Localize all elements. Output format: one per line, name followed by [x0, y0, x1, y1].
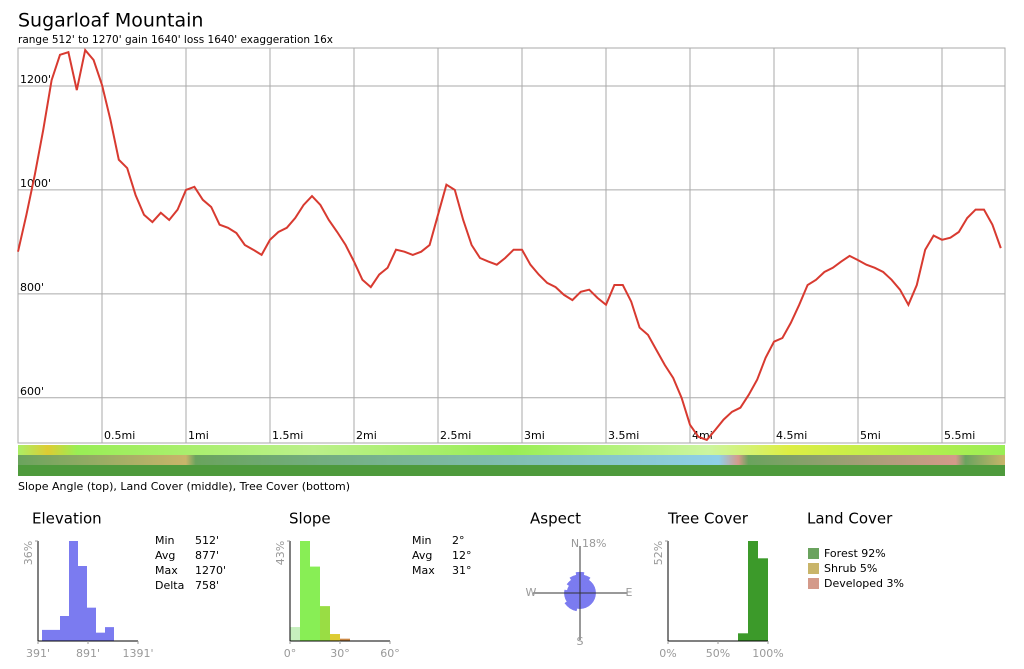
- x-tick-label: 50%: [706, 647, 730, 660]
- x-tick-label: 2.5mi: [440, 429, 471, 442]
- subtitle: range 512' to 1270' gain 1640' loss 1640…: [18, 34, 333, 46]
- x-tick-label: 5.5mi: [944, 429, 975, 442]
- aspect-wedge: [564, 592, 581, 609]
- stat-value: 758': [195, 579, 219, 592]
- stat-value: 1270': [195, 564, 226, 577]
- stat-name: Max: [412, 564, 435, 577]
- legend-swatch: [808, 563, 819, 574]
- x-tick-label: 1391': [122, 647, 153, 660]
- histogram-bar: [748, 541, 758, 641]
- stat-value: 12°: [452, 549, 472, 562]
- stat-value: 877': [195, 549, 219, 562]
- histogram-bar: [320, 606, 330, 641]
- stat-name: Max: [155, 564, 178, 577]
- stat-name: Avg: [155, 549, 175, 562]
- panel-title: Land Cover: [807, 510, 893, 528]
- x-tick-label: 0°: [284, 647, 297, 660]
- histogram-bar: [78, 566, 87, 641]
- x-tick-label: 0.5mi: [104, 429, 135, 442]
- stat-name: Min: [155, 534, 175, 547]
- x-tick-label: 1mi: [188, 429, 209, 442]
- legend-label: Shrub 5%: [824, 562, 877, 575]
- legend-label: Developed 3%: [824, 577, 904, 590]
- histogram-bar: [51, 629, 60, 641]
- histogram-bar: [340, 638, 350, 641]
- histogram-bar: [290, 627, 300, 641]
- y-tick-label: 1000': [20, 177, 51, 190]
- x-tick-label: 391': [26, 647, 50, 660]
- x-tick-label: 100%: [752, 647, 783, 660]
- stat-name: Min: [412, 534, 432, 547]
- histogram-bar: [105, 627, 114, 641]
- radius-label: 18%: [582, 537, 606, 550]
- histogram-bar: [42, 629, 51, 641]
- y-tick-label: 800': [20, 281, 44, 294]
- title: Sugarloaf Mountain: [18, 10, 203, 32]
- legend-swatch: [808, 578, 819, 589]
- slope-band: [18, 445, 1005, 455]
- x-tick-label: 4.5mi: [776, 429, 807, 442]
- tree-cover-band: [18, 465, 1005, 476]
- stat-value: 512': [195, 534, 219, 547]
- direction-label: N: [571, 537, 579, 550]
- stat-value: 31°: [452, 564, 472, 577]
- band-caption: Slope Angle (top), Land Cover (middle), …: [18, 480, 350, 493]
- aspect-wedge: [579, 574, 591, 594]
- panel-title: Tree Cover: [667, 510, 749, 528]
- y-tick-label: 43%: [274, 541, 287, 565]
- direction-label: S: [577, 635, 584, 648]
- x-tick-label: 5mi: [860, 429, 881, 442]
- y-tick-label: 52%: [652, 541, 665, 565]
- land-cover-band: [18, 455, 1005, 465]
- histogram-bar: [330, 634, 340, 641]
- panel-title: Elevation: [32, 510, 102, 528]
- histogram-bar: [96, 632, 105, 641]
- y-tick-label: 36%: [22, 541, 35, 565]
- direction-label: E: [626, 586, 633, 599]
- x-tick-label: 2mi: [356, 429, 377, 442]
- legend-swatch: [808, 548, 819, 559]
- x-tick-label: 3mi: [524, 429, 545, 442]
- stat-value: 2°: [452, 534, 465, 547]
- histogram-bar: [300, 541, 310, 641]
- direction-label: W: [526, 586, 537, 599]
- x-tick-label: 30°: [330, 647, 350, 660]
- histogram-bar: [87, 607, 96, 641]
- elevation-line: [17, 47, 1002, 442]
- plot-area: [17, 47, 1006, 444]
- stat-name: Delta: [155, 579, 184, 592]
- histogram-bar: [758, 558, 768, 641]
- aspect-wedge: [569, 574, 581, 594]
- x-tick-label: 60°: [380, 647, 400, 660]
- histogram-bar: [738, 633, 748, 641]
- y-tick-label: 1200': [20, 73, 51, 86]
- x-tick-label: 891': [76, 647, 100, 660]
- x-tick-label: 3.5mi: [608, 429, 639, 442]
- y-tick-label: 600': [20, 385, 44, 398]
- x-tick-label: 1.5mi: [272, 429, 303, 442]
- histogram-bar: [69, 541, 78, 641]
- legend-label: Forest 92%: [824, 547, 886, 560]
- stat-name: Avg: [412, 549, 432, 562]
- histogram-bar: [60, 616, 69, 641]
- histogram-bar: [310, 566, 320, 641]
- x-tick-label: 0%: [659, 647, 676, 660]
- panel-title: Aspect: [530, 510, 581, 528]
- panel-title: Slope: [289, 510, 331, 528]
